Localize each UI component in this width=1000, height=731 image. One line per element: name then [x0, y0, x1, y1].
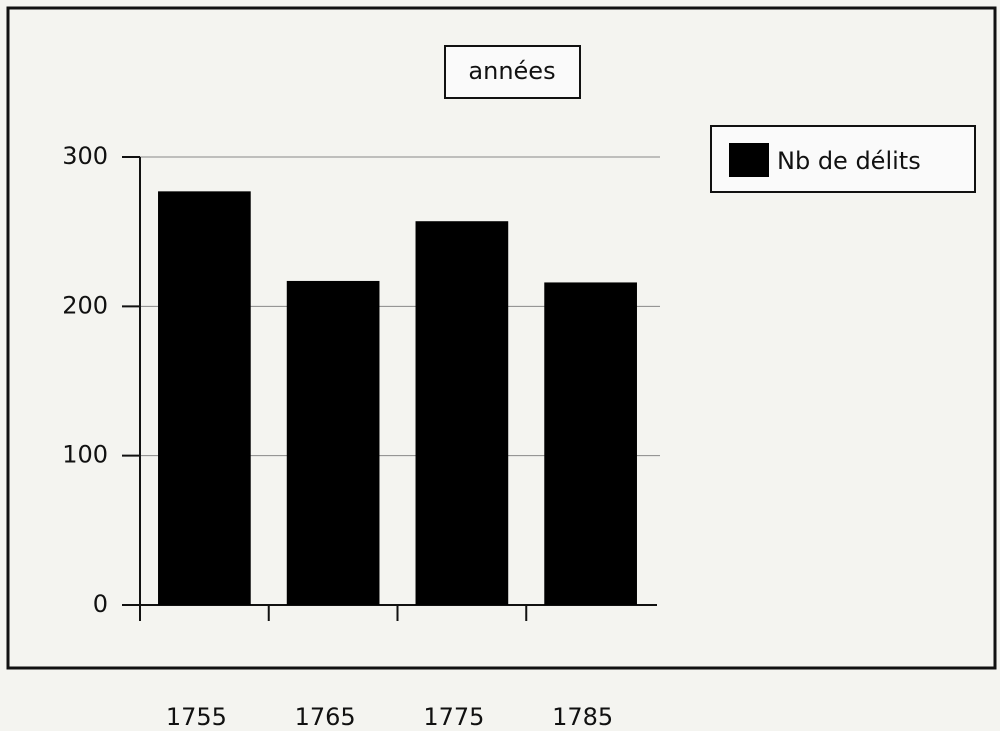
chart-title: années	[468, 57, 555, 85]
bar	[286, 280, 380, 605]
bar	[158, 191, 251, 605]
chart-frame	[6, 6, 997, 670]
x-tick-label: 1785	[552, 703, 613, 731]
x-tick-label: 1755	[166, 703, 227, 731]
legend-label: Nb de délits	[777, 147, 921, 175]
y-tick-label: 0	[93, 590, 108, 618]
y-tick-label: 200	[62, 291, 108, 319]
bar	[544, 282, 637, 605]
title-box	[444, 45, 581, 99]
bar	[415, 221, 509, 606]
legend-swatch	[729, 143, 769, 177]
x-tick-label: 1775	[423, 703, 484, 731]
x-tick-label: 1765	[295, 703, 356, 731]
y-tick-label: 100	[62, 441, 108, 469]
y-tick-label: 300	[62, 142, 108, 170]
